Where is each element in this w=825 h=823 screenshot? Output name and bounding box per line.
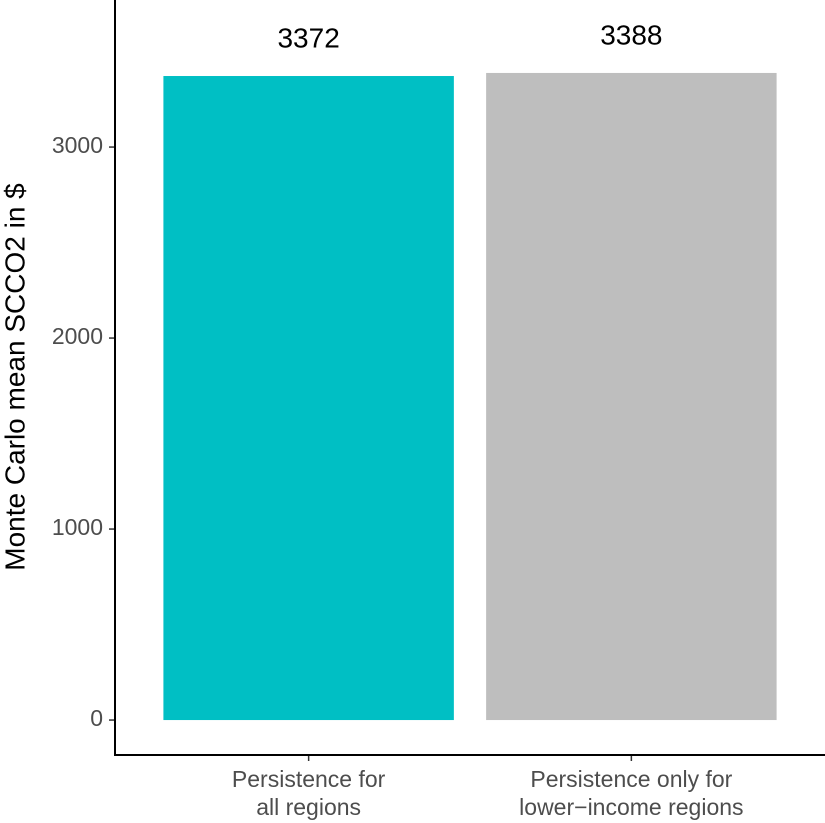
y-tick-label: 0 bbox=[90, 705, 103, 731]
y-axis-label: Monte Carlo mean SCCO2 in $ bbox=[0, 183, 30, 571]
y-tick-label: 3000 bbox=[52, 132, 103, 158]
bar bbox=[486, 72, 777, 721]
bar bbox=[163, 76, 454, 721]
y-tick-label: 2000 bbox=[52, 323, 103, 349]
x-tick-label: Persistence for all regions bbox=[232, 766, 386, 820]
y-tick-label: 1000 bbox=[52, 514, 103, 540]
x-tick-label: Persistence only for lower−income regions bbox=[519, 766, 743, 820]
value-label: 3388 bbox=[600, 19, 662, 50]
value-label: 3372 bbox=[277, 22, 339, 53]
